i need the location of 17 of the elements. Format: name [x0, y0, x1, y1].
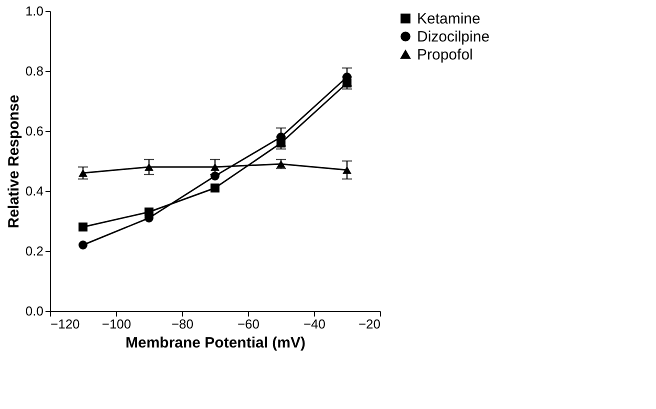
legend-label: Ketamine — [417, 10, 480, 28]
y-axis-title: Relative Response — [5, 94, 22, 228]
y-tick-label: 0.6 — [25, 124, 44, 138]
y-tick-label: 1.0 — [25, 4, 44, 18]
legend-label: Dizocilpine — [417, 28, 490, 46]
y-tick-label: 0.0 — [25, 304, 44, 318]
x-tick-label: −60 — [237, 316, 260, 332]
y-tick-label: 0.8 — [25, 64, 44, 78]
legend-label: Propofol — [417, 46, 473, 64]
x-tick-label: −40 — [303, 316, 326, 332]
y-tick-label: 0.2 — [25, 244, 44, 258]
x-tick-label: −20 — [358, 316, 380, 332]
x-axis-title: Membrane Potential (mV) — [125, 334, 306, 352]
y-tick-label: 0.4 — [25, 184, 44, 198]
x-tick-label: −100 — [102, 316, 132, 332]
x-tick-label: −80 — [171, 316, 194, 332]
x-tick-label: −120 — [50, 316, 80, 332]
